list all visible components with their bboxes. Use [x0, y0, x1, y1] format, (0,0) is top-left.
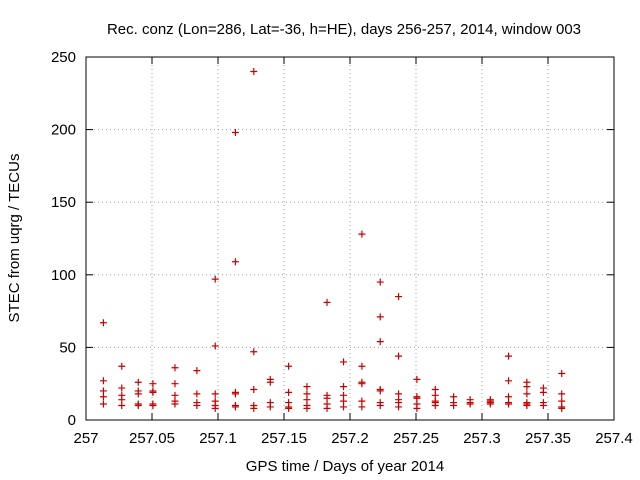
data-point [118, 362, 126, 370]
data-point [376, 387, 384, 395]
x-tick-label: 257.3 [463, 430, 501, 447]
data-point [99, 319, 107, 327]
data-point [431, 401, 439, 409]
data-point [340, 383, 348, 391]
data-point [358, 230, 366, 238]
data-point [171, 364, 179, 372]
data-point [149, 388, 157, 396]
data-point [376, 278, 384, 286]
data-point [539, 401, 547, 409]
x-tick-label: 257.35 [525, 430, 571, 447]
data-point [486, 400, 494, 408]
data-point [266, 403, 274, 411]
data-point [395, 403, 403, 411]
data-point [211, 390, 219, 398]
y-axis-ticks: 0 50 100 150 200 250 [51, 49, 614, 429]
data-point [99, 377, 107, 385]
data-point [231, 390, 239, 398]
data-point [450, 401, 458, 409]
y-tick-label: 100 [51, 267, 76, 284]
data-point [134, 378, 142, 386]
data-point [505, 400, 513, 408]
data-point [558, 370, 566, 378]
data-point [523, 401, 531, 409]
data-point [193, 390, 201, 398]
data-point [193, 367, 201, 375]
x-tick-label: 257.05 [129, 430, 175, 447]
data-point [413, 404, 421, 412]
data-point [266, 378, 274, 386]
data-point [505, 377, 513, 385]
data-point [118, 384, 126, 392]
data-point [99, 393, 107, 401]
x-tick-label: 257.15 [261, 430, 307, 447]
data-point [250, 404, 258, 412]
data-point [303, 383, 311, 391]
data-points [99, 68, 566, 412]
data-point [149, 380, 157, 388]
data-point [376, 401, 384, 409]
data-point [171, 400, 179, 408]
data-point [285, 388, 293, 396]
y-tick-label: 200 [51, 122, 76, 139]
data-point [539, 388, 547, 396]
data-point [149, 401, 157, 409]
y-tick-label: 0 [68, 412, 76, 429]
data-point [193, 401, 201, 409]
data-point [505, 352, 513, 360]
data-point [358, 380, 366, 388]
x-axis-label: GPS time / Days of year 2014 [246, 458, 444, 475]
data-point [466, 400, 474, 408]
x-axis-ticks: 257 257.05 257.1 257.15 257.2 257.25 257.3 257.… [73, 57, 633, 447]
grid [86, 57, 614, 420]
data-point [134, 401, 142, 409]
data-point [376, 313, 384, 321]
y-tick-label: 50 [59, 339, 76, 356]
data-point [231, 258, 239, 266]
data-point [303, 404, 311, 412]
data-point [413, 375, 421, 383]
data-point [118, 401, 126, 409]
y-axis-label: STEC from uqrg / TECUs [6, 154, 23, 323]
x-tick-label: 257.4 [595, 430, 633, 447]
x-tick-label: 257.2 [331, 430, 369, 447]
data-point [376, 338, 384, 346]
data-point [211, 275, 219, 283]
data-point [171, 380, 179, 388]
data-point [211, 342, 219, 350]
y-tick-label: 150 [51, 194, 76, 211]
data-point [250, 386, 258, 394]
y-tick-label: 250 [51, 49, 76, 66]
data-point [231, 129, 239, 137]
data-point [523, 383, 531, 391]
data-point [285, 362, 293, 370]
data-point [285, 404, 293, 412]
data-point [395, 293, 403, 301]
chart-title: Rec. conz (Lon=286, Lat=-36, h=HE), days… [107, 21, 581, 38]
data-point [340, 403, 348, 411]
data-point [395, 352, 403, 360]
data-point [558, 390, 566, 398]
data-point [211, 404, 219, 412]
x-tick-label: 257 [73, 430, 98, 447]
data-point [358, 362, 366, 370]
x-tick-label: 257.1 [199, 430, 237, 447]
data-point [358, 403, 366, 411]
data-point [250, 68, 258, 76]
data-point [558, 404, 566, 412]
data-point [250, 348, 258, 356]
data-point [231, 403, 239, 411]
data-point [134, 390, 142, 398]
data-point [340, 358, 348, 366]
data-point [323, 404, 331, 412]
data-point [323, 298, 331, 306]
x-tick-label: 257.25 [393, 430, 439, 447]
data-point [99, 400, 107, 408]
data-point [523, 390, 531, 398]
